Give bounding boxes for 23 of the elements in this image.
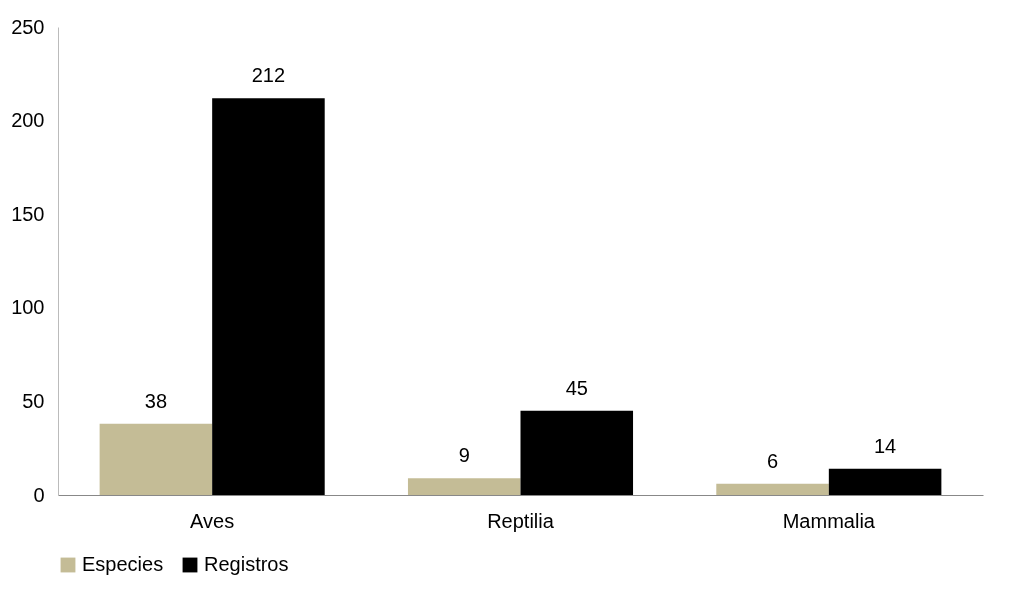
y-tick-label: 0 <box>33 483 45 506</box>
data-label: 45 <box>565 376 588 399</box>
data-label: 6 <box>767 449 779 472</box>
data-label: 9 <box>458 444 470 467</box>
bar <box>212 98 325 495</box>
data-label: 38 <box>144 389 168 412</box>
legend-label: Registros <box>204 553 289 575</box>
data-label: 14 <box>873 434 897 457</box>
y-tick-label: 50 <box>22 389 45 412</box>
x-tick-label: Mammalia <box>782 509 876 532</box>
legend-label: Especies <box>82 553 164 575</box>
y-tick-label: 150 <box>11 202 45 225</box>
x-tick-label: Aves <box>190 509 235 532</box>
bar <box>716 483 829 495</box>
x-tick-label: Reptilia <box>487 509 555 532</box>
bar <box>520 410 634 495</box>
y-tick-label: 200 <box>11 109 45 132</box>
bar <box>99 423 213 495</box>
bar <box>407 478 521 495</box>
bar <box>828 468 942 495</box>
y-tick-label: 100 <box>11 296 45 319</box>
data-label: 212 <box>251 64 286 87</box>
y-tick-label: 250 <box>11 15 45 38</box>
